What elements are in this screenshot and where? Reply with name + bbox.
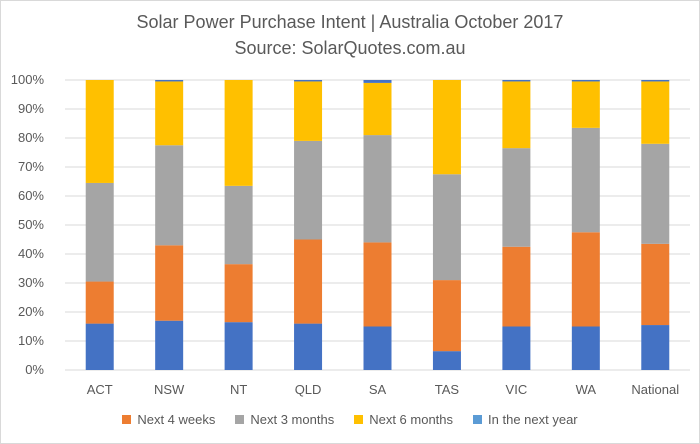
y-tick-label: 90% [18,101,44,116]
legend-item: Next 3 months [235,412,334,427]
bar-segment [432,280,461,352]
bar-segment [294,140,323,240]
legend-swatch [235,415,245,424]
bar-segment [641,80,670,82]
y-tick-label: 100% [11,72,45,87]
legend-label: In the next year [488,412,578,427]
bar-segment [224,80,253,186]
bar-segment [502,81,531,149]
chart-subtitle: Source: SolarQuotes.com.au [234,38,466,58]
bar-segment [502,148,531,247]
bar-segment [363,326,392,370]
x-tick-label: NSW [154,382,185,397]
bar-segment [641,143,670,244]
x-tick-label: NT [230,382,247,397]
x-tick-label: QLD [295,382,322,397]
legend-label: Next 4 weeks [137,412,216,427]
bar-segment [571,326,600,370]
bar-segment [502,80,531,82]
bar-segment [363,80,392,83]
bar-segment [85,182,114,282]
bar-segment [363,82,392,136]
legend-swatch [473,415,483,424]
legend-label: Next 6 months [369,412,454,427]
bar-segment [432,351,461,370]
bar-segment [571,127,600,233]
y-tick-label: 30% [18,275,44,290]
x-tick-label: National [631,382,679,397]
bar-segment [571,232,600,327]
y-tick-label: 40% [18,246,44,261]
bar-segment [224,264,253,323]
legend-swatch [122,415,132,424]
bar-segment [155,80,184,82]
chart-title: Solar Power Purchase Intent | Australia … [136,12,564,32]
bar-segment [363,242,392,327]
bar-segment [432,174,461,281]
bar-segment [294,80,323,82]
legend-label: Next 3 months [250,412,335,427]
x-tick-label: TAS [435,382,460,397]
chart-legend: Next 4 weeks Next 3 months Next 6 months In… [0,412,700,427]
bar-segment [363,135,392,243]
x-tick-label: SA [369,382,387,397]
x-tick-label: WA [576,382,597,397]
bar-segment [294,81,323,141]
bar-segment [155,81,184,146]
bar-segment [571,80,600,82]
legend-swatch [354,415,364,424]
bar-segment [294,323,323,370]
bar-segment [155,245,184,321]
bar-segment [294,239,323,324]
legend-item: Next 6 months [354,412,453,427]
legend-item: Next 4 weeks [122,412,215,427]
bar-segment [502,246,531,327]
bar-segment [85,281,114,324]
y-tick-label: 80% [18,130,44,145]
bar-segment [432,80,461,175]
legend-item: In the next year [473,412,578,427]
bar-segment [85,80,114,183]
y-tick-label: 70% [18,159,44,174]
bar-segment [85,323,114,370]
y-tick-label: 0% [25,362,44,377]
y-tick-label: 60% [18,188,44,203]
x-tick-label: VIC [506,382,528,397]
bar-segment [502,326,531,370]
bar-segment [641,81,670,144]
bar-segment [641,243,670,326]
bar-segment [155,320,184,370]
bar-segment [571,81,600,128]
x-tick-label: ACT [87,382,113,397]
bar-segment [641,325,670,370]
y-tick-label: 20% [18,304,44,319]
bar-segment [224,185,253,265]
bar-segment [224,322,253,370]
y-tick-label: 10% [18,333,44,348]
y-tick-label: 50% [18,217,44,232]
bar-segment [155,145,184,246]
